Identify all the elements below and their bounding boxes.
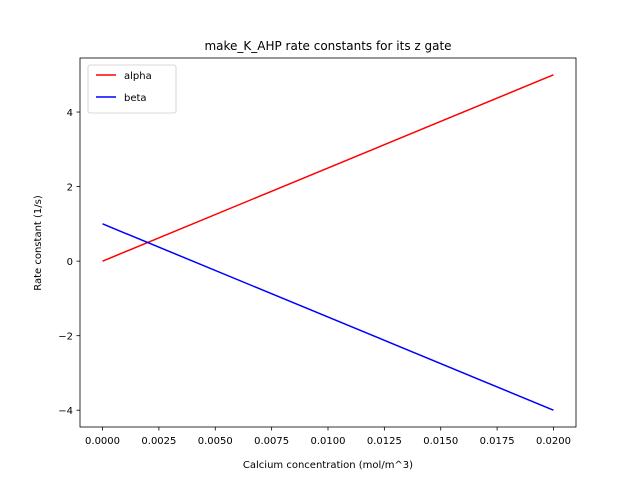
y-tick-label: −4 [58, 406, 73, 417]
legend: alpha beta [87, 64, 177, 114]
x-tick-label: 0.0100 [311, 436, 346, 447]
chart-title: make_K_AHP rate constants for its z gate [204, 39, 451, 53]
series-line-beta [102, 223, 554, 411]
y-tick-label: 2 [67, 183, 73, 194]
x-tick-label: 0.0150 [423, 436, 458, 447]
y-tick-label: −2 [58, 332, 73, 343]
series-layer [102, 74, 554, 411]
x-tick-label: 0.0175 [480, 436, 515, 447]
x-tick-label: 0.0075 [254, 436, 289, 447]
x-axis-label: Calcium concentration (mol/m^3) [243, 460, 413, 471]
y-tick-label: 0 [67, 257, 73, 268]
y-tick-label: 4 [67, 108, 73, 119]
legend-label-beta: beta [124, 93, 147, 104]
y-axis-ticks: −4 −2 0 2 4 [58, 108, 80, 417]
series-line-alpha [102, 74, 554, 262]
x-tick-label: 0.0125 [367, 436, 402, 447]
x-tick-label: 0.0000 [85, 436, 120, 447]
y-axis-label: Rate constant (1/s) [33, 195, 44, 291]
x-tick-label: 0.0200 [536, 436, 571, 447]
legend-label-alpha: alpha [124, 71, 152, 82]
x-tick-label: 0.0050 [198, 436, 233, 447]
legend-box [87, 64, 177, 114]
x-tick-label: 0.0025 [141, 436, 176, 447]
x-axis-ticks: 0.0000 0.0025 0.0050 0.0075 0.0100 0.0125 0.01… [85, 427, 571, 447]
